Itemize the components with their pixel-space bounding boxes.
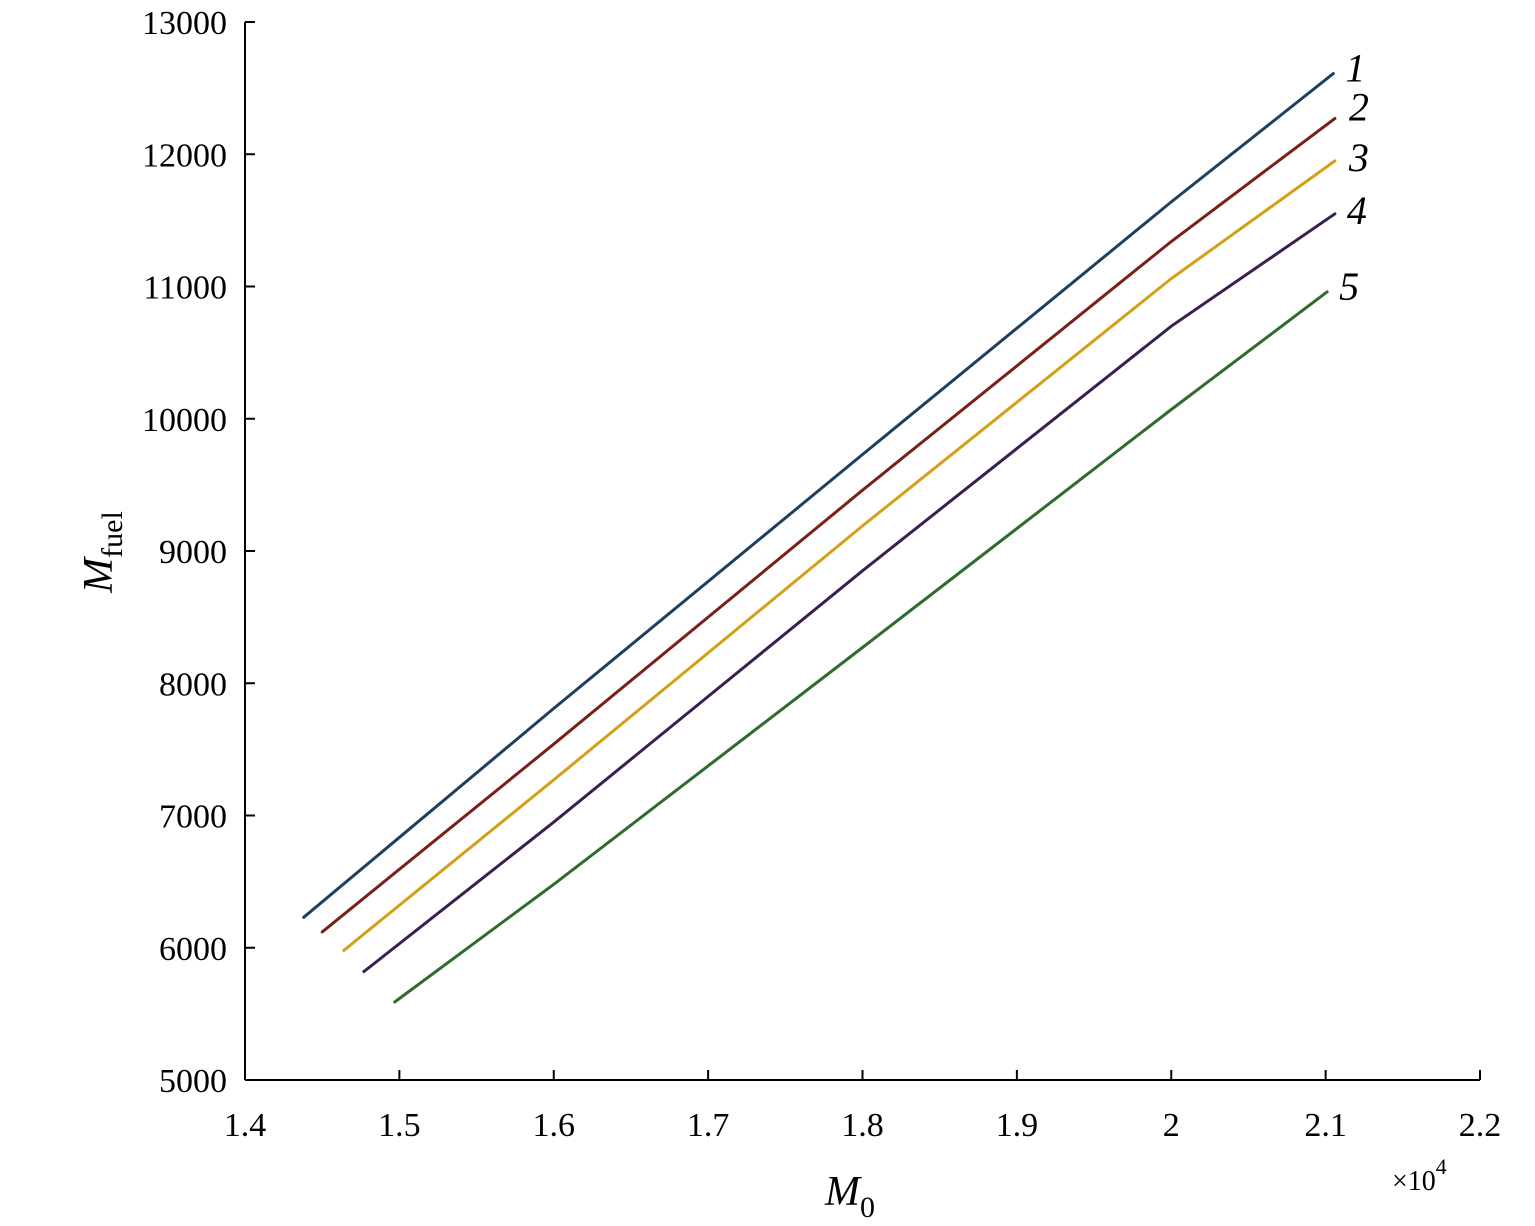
y-tick-label: 5000 bbox=[159, 1063, 227, 1100]
x-tick-label: 1.8 bbox=[841, 1107, 884, 1144]
y-axis-title: Mfuel bbox=[76, 511, 129, 594]
axes bbox=[244, 22, 1480, 1081]
y-tick-label: 12000 bbox=[142, 137, 227, 174]
y-tick-label: 9000 bbox=[159, 534, 227, 571]
y-axis-title-main: M bbox=[76, 556, 122, 594]
x-tick-label: 1.9 bbox=[996, 1107, 1039, 1144]
y-tick-label: 10000 bbox=[142, 402, 227, 439]
x-tick-label: 1.5 bbox=[378, 1107, 421, 1144]
x-axis-multiplier-base: ×10 bbox=[1392, 1166, 1436, 1197]
series-label-2: 2 bbox=[1349, 85, 1369, 130]
x-axis-title-subscript: 0 bbox=[860, 1191, 875, 1224]
x-tick-label: 2 bbox=[1163, 1107, 1180, 1144]
y-tick-label: 6000 bbox=[159, 931, 227, 968]
x-tick-label: 1.6 bbox=[533, 1107, 576, 1144]
series-line-1 bbox=[302, 72, 1335, 919]
x-axis-title-main: M bbox=[824, 1169, 862, 1215]
x-axis-title: M0 bbox=[824, 1169, 875, 1224]
y-axis-title-subscript: fuel bbox=[96, 511, 129, 558]
series-label-3: 3 bbox=[1348, 135, 1369, 180]
series-line-2 bbox=[320, 117, 1337, 934]
series-line-5 bbox=[393, 290, 1329, 1004]
y-tick-label: 8000 bbox=[159, 666, 227, 703]
x-tick-label: 2.1 bbox=[1304, 1107, 1347, 1144]
series-label-5: 5 bbox=[1339, 264, 1359, 309]
y-tick-label: 13000 bbox=[142, 5, 227, 42]
series-label-4: 4 bbox=[1347, 188, 1367, 233]
x-ticks: 1.4 1.5 1.6 1.7 1.8 1.9 2 2.1 2.2 bbox=[224, 1070, 1502, 1144]
series-label-1: 1 bbox=[1345, 46, 1365, 91]
x-axis-multiplier-exponent: 4 bbox=[1436, 1154, 1447, 1179]
x-tick-label: 1.4 bbox=[224, 1107, 267, 1144]
series-line-3 bbox=[342, 159, 1337, 952]
series-line-4 bbox=[362, 212, 1337, 974]
series-group bbox=[302, 72, 1337, 1004]
x-tick-label: 2.2 bbox=[1459, 1107, 1502, 1144]
y-ticks: 5000 6000 7000 8000 9000 10000 11000 12000 13000 bbox=[142, 5, 255, 1100]
x-tick-label: 1.7 bbox=[687, 1107, 730, 1144]
x-axis-multiplier: ×104 bbox=[1392, 1154, 1447, 1197]
series-labels: 12 3 4 5 bbox=[1339, 46, 1369, 309]
y-tick-label: 11000 bbox=[143, 270, 227, 307]
y-tick-label: 7000 bbox=[159, 799, 227, 836]
